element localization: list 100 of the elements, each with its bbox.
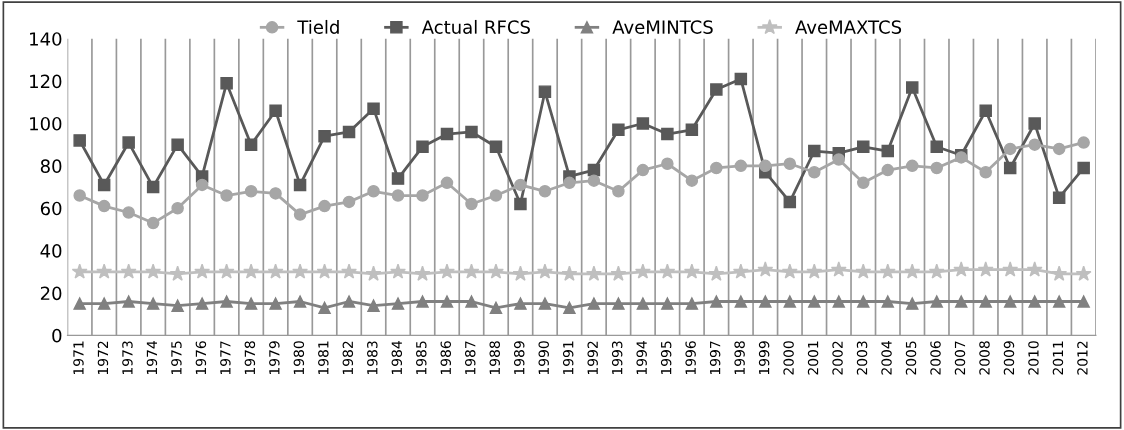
point [365, 265, 382, 281]
point [97, 178, 111, 192]
point [930, 140, 943, 154]
point [1052, 295, 1066, 308]
point [97, 199, 111, 213]
point [169, 265, 186, 281]
point [979, 165, 992, 179]
x-tick-label: 1975 [171, 341, 182, 375]
point [953, 261, 970, 277]
point [390, 263, 406, 279]
point [97, 297, 111, 310]
x-tick-label: 1986 [440, 341, 452, 375]
point [269, 104, 282, 118]
x-tick-label: 1982 [342, 341, 354, 375]
point [685, 123, 699, 137]
point [563, 176, 576, 190]
point [1077, 136, 1090, 149]
point [414, 265, 431, 281]
y-tick-label: 40 [40, 244, 62, 258]
point [512, 265, 529, 281]
point [979, 104, 992, 118]
point [267, 263, 284, 279]
point [122, 206, 135, 219]
point [905, 297, 919, 310]
point [1077, 295, 1090, 308]
point [832, 153, 846, 166]
point [905, 81, 919, 94]
point [73, 134, 86, 147]
point [465, 197, 478, 211]
point [977, 261, 994, 277]
point [979, 295, 992, 308]
x-tick-label: 1974 [146, 341, 158, 375]
point [808, 144, 821, 158]
x-tick-label: 1998 [734, 341, 745, 375]
point [341, 263, 358, 279]
x-tick-label: 1994 [636, 341, 647, 375]
point [218, 263, 235, 279]
point [661, 157, 674, 170]
point [634, 263, 651, 279]
point [806, 263, 823, 279]
x-tick-label: 2001 [807, 341, 819, 375]
point [171, 138, 184, 151]
point [1028, 117, 1041, 130]
point [561, 265, 578, 281]
point [881, 144, 895, 158]
x-tick-label: 1997 [709, 341, 721, 375]
point [439, 263, 455, 279]
y-tick-label: 100 [30, 116, 62, 131]
x-tick-label: 1984 [391, 341, 403, 375]
point [905, 159, 919, 173]
point [145, 263, 162, 279]
y-tick-label: 0 [52, 328, 62, 343]
point [367, 185, 380, 198]
point [538, 85, 552, 98]
point [783, 195, 797, 209]
point [612, 185, 625, 198]
point [342, 125, 356, 139]
x-tick-label: 1985 [416, 341, 427, 375]
legend-label: AveMAXTCS [795, 20, 902, 34]
point [342, 295, 356, 308]
legend-label: AveMINTCS [612, 20, 713, 34]
point [391, 297, 405, 310]
point [440, 176, 454, 190]
point [1026, 261, 1043, 277]
x-tick-label: 1989 [513, 341, 525, 375]
x-tick-label: 1993 [611, 341, 623, 375]
point [465, 295, 478, 308]
point [416, 140, 429, 154]
point [391, 189, 405, 202]
point [71, 263, 88, 279]
x-tick-label: 1988 [489, 341, 500, 375]
point [783, 157, 797, 170]
point [708, 265, 725, 281]
point [440, 127, 454, 141]
point [928, 263, 945, 279]
point [416, 295, 429, 308]
point [488, 263, 504, 279]
point [195, 297, 209, 310]
point [1028, 295, 1041, 308]
point [171, 299, 184, 312]
y-tick-label: 80 [40, 159, 62, 173]
point [636, 163, 650, 177]
point [587, 297, 601, 310]
point [783, 295, 797, 308]
point [1051, 265, 1068, 281]
point [1075, 265, 1092, 281]
point [440, 295, 454, 308]
point [954, 295, 968, 308]
point [857, 176, 870, 190]
point [881, 163, 895, 177]
point [610, 265, 627, 281]
point [194, 263, 211, 279]
x-tick-label: 1987 [465, 341, 476, 375]
legend-label: Tield [297, 19, 339, 34]
point [636, 297, 650, 310]
point [146, 180, 160, 194]
y-tick-label: 140 [30, 32, 62, 46]
point [244, 138, 258, 151]
point [734, 72, 748, 86]
point [636, 117, 650, 130]
